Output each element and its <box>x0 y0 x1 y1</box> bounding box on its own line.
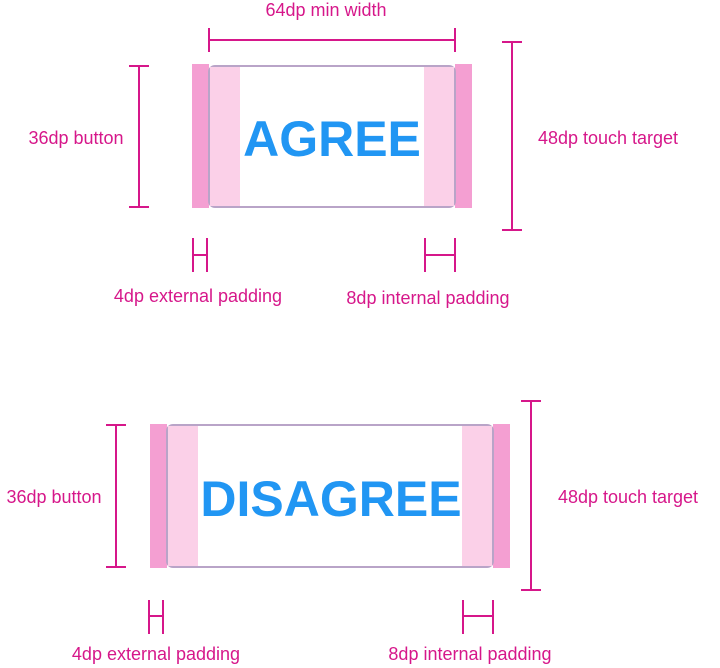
agree-spec: 64dp min width 36dp button AGREE <box>28 0 678 308</box>
disagree-touch-target-dimension <box>521 400 541 591</box>
agree-button: AGREE <box>192 64 472 208</box>
agree-external-padding-left <box>192 64 209 208</box>
agree-touch-target-dimension <box>502 41 522 231</box>
agree-touch-target-label: 48dp touch target <box>538 128 678 148</box>
disagree-internal-padding-label: 8dp internal padding <box>388 644 551 664</box>
agree-button-body <box>208 65 456 208</box>
agree-internal-padding-left <box>210 67 240 206</box>
disagree-internal-padding-dimension <box>462 600 494 634</box>
disagree-button-height-label: 36dp button <box>6 487 101 507</box>
disagree-internal-padding-left <box>168 426 198 566</box>
disagree-internal-padding-right <box>462 426 492 566</box>
agree-button-text: AGREE <box>243 111 421 167</box>
disagree-external-padding-dimension <box>148 600 164 634</box>
disagree-button-height-dimension <box>106 424 126 568</box>
agree-button-height-label: 36dp button <box>28 128 123 148</box>
disagree-button-text: DISAGREE <box>200 471 461 527</box>
disagree-external-padding-right <box>493 424 510 568</box>
agree-external-padding-right <box>455 64 472 208</box>
agree-min-width-dimension <box>208 28 456 52</box>
agree-min-width-label: 64dp min width <box>265 0 386 20</box>
disagree-external-padding-label: 4dp external padding <box>72 644 240 664</box>
agree-internal-padding-right <box>424 67 454 206</box>
agree-external-padding-label: 4dp external padding <box>114 286 282 306</box>
disagree-button-body <box>166 424 494 568</box>
agree-button-height-dimension <box>129 65 149 208</box>
agree-internal-padding-dimension <box>424 238 456 272</box>
agree-internal-padding-label: 8dp internal padding <box>346 288 509 308</box>
disagree-external-padding-left <box>150 424 167 568</box>
disagree-button: DISAGREE <box>150 424 510 568</box>
disagree-spec: 36dp button DISAGREE 48dp touch target 4… <box>6 400 698 664</box>
agree-external-padding-dimension <box>192 238 208 272</box>
disagree-touch-target-label: 48dp touch target <box>558 487 698 507</box>
